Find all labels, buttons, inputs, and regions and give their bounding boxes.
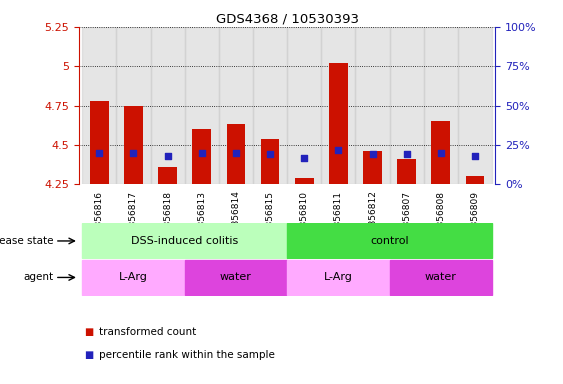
Bar — [355, 27, 390, 184]
Text: agent: agent — [23, 272, 53, 283]
Text: control: control — [370, 236, 409, 246]
Point — [471, 153, 480, 159]
Point — [368, 151, 377, 157]
Bar — [82, 223, 287, 258]
Point — [95, 150, 104, 156]
Bar — [287, 27, 321, 184]
Point — [163, 153, 172, 159]
Text: DSS-induced colitis: DSS-induced colitis — [131, 236, 238, 246]
Bar — [150, 27, 185, 184]
Bar — [185, 27, 219, 184]
Bar — [287, 223, 492, 258]
Bar — [90, 101, 109, 184]
Bar — [158, 167, 177, 184]
Point — [436, 150, 445, 156]
Bar — [219, 27, 253, 184]
Bar — [424, 27, 458, 184]
Title: GDS4368 / 10530393: GDS4368 / 10530393 — [216, 13, 359, 26]
Bar — [458, 27, 492, 184]
Text: L-Arg: L-Arg — [324, 272, 353, 283]
Bar — [82, 27, 117, 184]
Text: water: water — [425, 272, 457, 283]
Bar — [329, 63, 348, 184]
Bar — [363, 151, 382, 184]
Bar — [82, 260, 185, 295]
Bar — [321, 27, 355, 184]
Point — [266, 151, 275, 157]
Text: disease state: disease state — [0, 236, 53, 246]
Bar — [185, 260, 287, 295]
Bar — [117, 27, 150, 184]
Text: L-Arg: L-Arg — [119, 272, 148, 283]
Bar — [466, 177, 484, 184]
Text: ■: ■ — [84, 350, 93, 360]
Point — [334, 147, 343, 153]
Text: transformed count: transformed count — [99, 327, 196, 337]
Point — [402, 151, 411, 157]
Bar — [390, 260, 492, 295]
Bar — [431, 121, 450, 184]
Bar — [193, 129, 211, 184]
Point — [231, 150, 240, 156]
Bar — [397, 159, 416, 184]
Point — [197, 150, 206, 156]
Bar — [295, 178, 314, 184]
Text: water: water — [220, 272, 252, 283]
Bar — [287, 260, 390, 295]
Text: percentile rank within the sample: percentile rank within the sample — [99, 350, 274, 360]
Bar — [261, 139, 279, 184]
Bar — [253, 27, 287, 184]
Bar — [390, 27, 424, 184]
Point — [129, 150, 138, 156]
Text: ■: ■ — [84, 327, 93, 337]
Bar — [226, 124, 245, 184]
Point — [300, 154, 309, 161]
Bar — [124, 106, 143, 184]
